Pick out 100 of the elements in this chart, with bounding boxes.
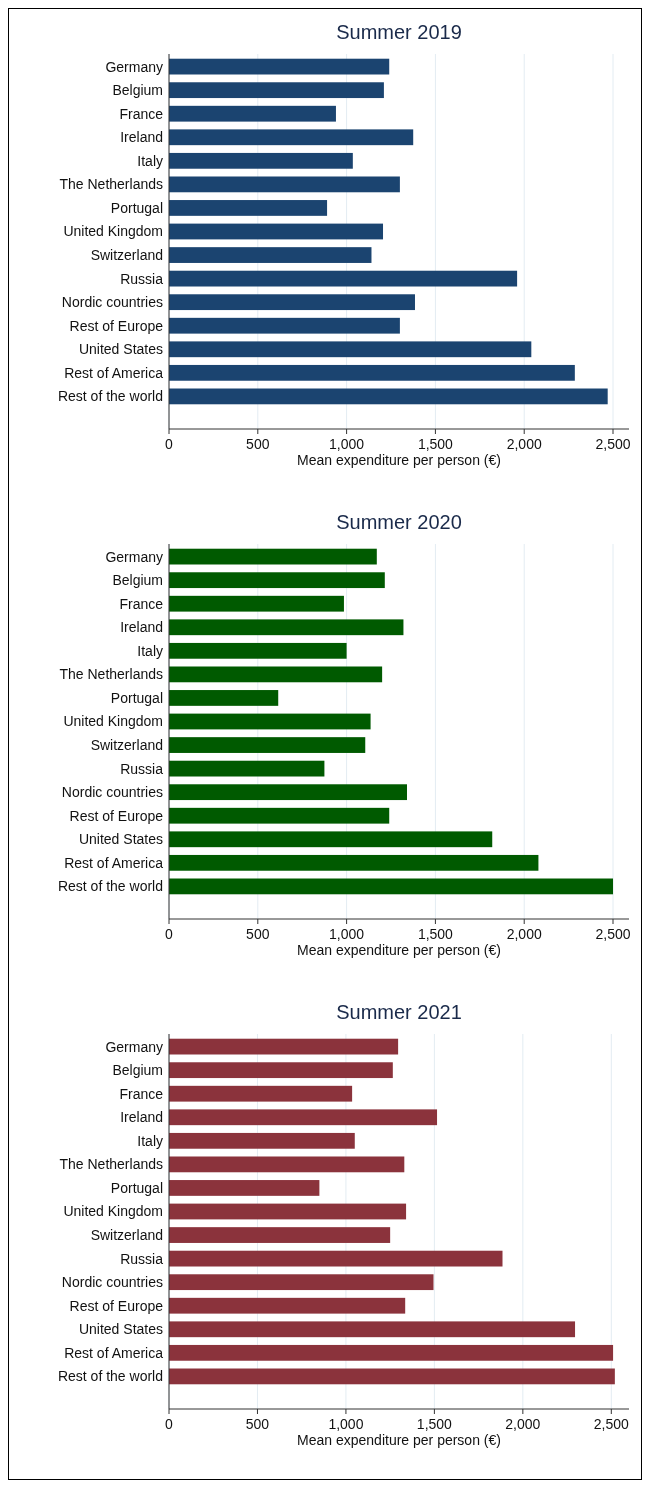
bar	[169, 1227, 391, 1243]
x-tick-label: 1,500	[417, 926, 454, 942]
x-tick-label: 2,000	[506, 926, 542, 942]
bar	[169, 548, 377, 565]
bar	[169, 1156, 405, 1173]
y-tick-label: Ireland	[120, 129, 163, 146]
bar	[169, 831, 493, 848]
bar	[169, 152, 353, 169]
y-tick-label: Italy	[137, 152, 163, 169]
y-tick-label: Russia	[120, 1250, 164, 1267]
x-axis-title: Mean expenditure per person (€)	[297, 1432, 501, 1448]
bar	[169, 364, 575, 381]
y-tick-label: France	[119, 105, 164, 122]
bar	[169, 1132, 355, 1149]
bar	[169, 200, 328, 216]
y-tick-label: Ireland	[120, 619, 163, 636]
x-tick-label: 500	[246, 926, 270, 942]
y-tick-label: Nordic countries	[61, 784, 163, 801]
bar	[169, 1344, 614, 1361]
y-tick-label: Ireland	[120, 1109, 163, 1126]
x-tick-label: 2,000	[505, 1416, 541, 1432]
bar	[169, 878, 614, 895]
bar	[169, 294, 415, 311]
bar	[169, 317, 400, 334]
y-tick-label: Rest of Europe	[69, 1297, 164, 1314]
y-tick-label: Germany	[105, 1038, 163, 1055]
y-tick-label: Russia	[120, 760, 164, 777]
chart-title: Summer 2020	[336, 511, 462, 533]
x-tick-label: 1,000	[328, 1416, 364, 1432]
bar	[169, 58, 390, 75]
y-tick-label: Rest of America	[64, 854, 164, 871]
bar	[169, 1250, 503, 1267]
x-tick-label: 2,500	[595, 436, 631, 452]
y-tick-label: The Netherlands	[59, 666, 163, 683]
bar	[169, 595, 344, 612]
bar	[169, 642, 347, 659]
bar	[169, 854, 539, 871]
y-tick-label: Belgium	[112, 572, 163, 589]
bar	[169, 1180, 320, 1196]
y-tick-label: The Netherlands	[59, 176, 163, 193]
bar	[169, 690, 279, 706]
y-tick-label: United States	[78, 831, 163, 848]
y-tick-label: Nordic countries	[61, 1274, 163, 1291]
bar	[169, 572, 385, 589]
bar	[169, 1062, 393, 1079]
x-tick-label: 1,500	[417, 436, 454, 452]
y-tick-label: Germany	[105, 548, 163, 565]
bar	[169, 666, 383, 683]
bar	[169, 105, 336, 122]
bar	[169, 784, 407, 801]
y-tick-label: Russia	[120, 270, 164, 287]
bar	[169, 1085, 353, 1102]
x-tick-label: 2,000	[506, 436, 542, 452]
chart-title: Summer 2021	[336, 1001, 462, 1023]
bar	[169, 1038, 399, 1055]
x-tick-label: 1,000	[329, 926, 365, 942]
y-tick-label: Rest of America	[64, 1344, 164, 1361]
bar	[169, 760, 325, 777]
y-tick-label: France	[119, 1085, 164, 1102]
x-tick-label: 2,500	[595, 926, 631, 942]
y-tick-label: Rest of the world	[57, 878, 163, 895]
bar	[169, 341, 532, 358]
bar	[169, 223, 384, 240]
x-tick-label: 0	[165, 436, 174, 452]
bar	[169, 82, 384, 99]
y-tick-label: Italy	[137, 1132, 163, 1149]
bar	[169, 129, 414, 146]
y-tick-label: Belgium	[112, 1062, 163, 1079]
y-tick-label: The Netherlands	[59, 1156, 163, 1173]
bar	[169, 1321, 576, 1338]
y-tick-label: Belgium	[112, 82, 163, 99]
y-tick-label: Rest of the world	[57, 1368, 163, 1385]
bar	[169, 1274, 434, 1291]
bar	[169, 1297, 406, 1314]
bar	[169, 713, 371, 730]
bar	[169, 270, 518, 287]
chart-title: Summer 2019	[336, 21, 462, 43]
y-tick-label: Italy	[137, 642, 163, 659]
y-tick-label: Portugal	[110, 689, 163, 706]
bar	[169, 1368, 615, 1385]
y-tick-label: Rest of Europe	[69, 317, 164, 334]
y-tick-label: Switzerland	[90, 1226, 163, 1243]
y-tick-label: Rest of Europe	[69, 807, 164, 824]
x-axis-title: Mean expenditure per person (€)	[297, 452, 501, 468]
y-tick-label: Portugal	[110, 1179, 163, 1196]
y-tick-label: Switzerland	[90, 246, 163, 263]
y-tick-label: United States	[78, 1321, 163, 1338]
x-tick-label: 0	[165, 926, 174, 942]
y-tick-label: United Kingdom	[63, 713, 163, 730]
x-tick-label: 1,000	[329, 436, 365, 452]
x-tick-label: 500	[245, 1416, 270, 1432]
x-tick-label: 2,500	[593, 1416, 630, 1432]
bar	[169, 176, 400, 193]
bar	[169, 737, 366, 753]
x-tick-label: 0	[165, 1416, 174, 1432]
y-tick-label: United States	[78, 341, 163, 358]
y-tick-label: Switzerland	[90, 736, 163, 753]
bar	[169, 1109, 438, 1126]
bar	[169, 619, 404, 636]
y-tick-label: Rest of the world	[57, 388, 163, 405]
